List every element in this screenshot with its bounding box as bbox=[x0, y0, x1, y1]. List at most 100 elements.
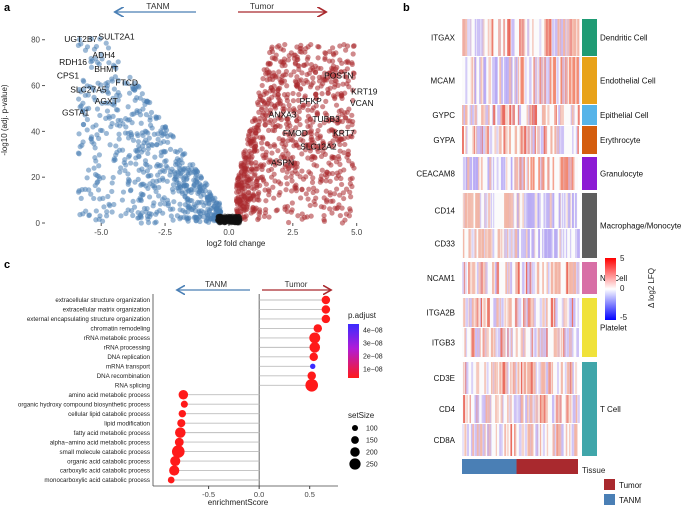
heatmap-cell bbox=[524, 193, 526, 228]
volcano-point bbox=[251, 125, 257, 131]
gene-label: RDH16 bbox=[59, 57, 87, 67]
heatmap-cell bbox=[487, 157, 491, 190]
heatmap-cell bbox=[560, 328, 563, 357]
volcano-point bbox=[327, 178, 333, 184]
heatmap-cell bbox=[520, 57, 524, 104]
volcano-point bbox=[344, 43, 351, 49]
volcano-point bbox=[293, 125, 299, 131]
volcano-point bbox=[147, 164, 153, 170]
heatmap-cell bbox=[550, 229, 553, 258]
volcano-point bbox=[326, 58, 332, 64]
volcano-point bbox=[101, 204, 107, 210]
volcano-point bbox=[148, 109, 155, 116]
volcano-point bbox=[235, 220, 241, 226]
volcano-point bbox=[321, 204, 327, 210]
volcano-point bbox=[192, 166, 199, 172]
heatmap-cell bbox=[466, 193, 469, 228]
tissue-legend-swatch bbox=[604, 494, 615, 505]
volcano-point bbox=[181, 165, 188, 172]
tissue-label: Tissue bbox=[582, 466, 606, 475]
volcano-point bbox=[303, 174, 309, 180]
volcano-point bbox=[323, 77, 329, 83]
setsize-legend-title: setSize bbox=[348, 411, 375, 420]
volcano-point bbox=[249, 181, 256, 187]
volcano-point bbox=[274, 207, 280, 213]
heatmap-cell bbox=[463, 105, 466, 125]
heatmap-cell bbox=[542, 395, 546, 423]
heatmap-cell bbox=[567, 395, 570, 423]
heatmap-cell bbox=[533, 362, 536, 394]
gene-label: SLC12A2 bbox=[300, 142, 337, 152]
volcano-point bbox=[156, 193, 162, 199]
volcano-point bbox=[104, 108, 111, 114]
heatmap-cell bbox=[510, 157, 513, 190]
term-label: carboxylic acid catabolic process bbox=[60, 468, 150, 475]
heatmap-cell bbox=[482, 126, 486, 154]
heatmap-cell bbox=[527, 105, 530, 125]
heatmap-cell bbox=[478, 19, 481, 56]
heatmap-cell bbox=[526, 262, 530, 294]
panel-a-label: a bbox=[4, 2, 11, 14]
y-tick-label: 80 bbox=[31, 36, 40, 45]
volcano-point bbox=[130, 137, 137, 143]
heatmap-cell bbox=[539, 298, 542, 327]
volcano-point bbox=[283, 174, 289, 181]
volcano-point bbox=[312, 202, 318, 208]
volcano-point bbox=[116, 136, 122, 142]
volcano-point bbox=[348, 194, 354, 200]
volcano-point bbox=[158, 129, 164, 136]
heatmap-cell bbox=[518, 105, 521, 125]
heatmap-cell bbox=[520, 328, 522, 357]
volcano-point bbox=[323, 98, 329, 104]
volcano-point bbox=[266, 214, 272, 220]
heatmap-cell bbox=[534, 328, 537, 357]
heatmap-cell bbox=[474, 395, 477, 423]
heatmap-cell bbox=[533, 262, 536, 294]
term-label: RNA splicing bbox=[115, 382, 151, 389]
heatmap-cell bbox=[480, 19, 484, 56]
heatmap-cell bbox=[464, 105, 467, 125]
heatmap-cell bbox=[568, 157, 570, 190]
volcano-point bbox=[263, 198, 269, 204]
gene-label: VCAN bbox=[350, 98, 374, 108]
padj-legend-title: p.adjust bbox=[348, 311, 377, 320]
heatmap-cell bbox=[558, 262, 561, 294]
heatmap-cell bbox=[503, 126, 506, 154]
volcano-point bbox=[327, 192, 333, 198]
volcano-point bbox=[284, 83, 290, 89]
heatmap-cell bbox=[524, 424, 528, 456]
volcano-point bbox=[260, 98, 266, 104]
heatmap-cell bbox=[528, 229, 530, 258]
volcano-point bbox=[342, 141, 348, 148]
volcano-point bbox=[289, 137, 296, 143]
heatmap-cell bbox=[503, 157, 506, 190]
volcano-point bbox=[182, 151, 188, 157]
heatmap-cell bbox=[507, 105, 509, 125]
term-label: mRNA transport bbox=[106, 364, 150, 371]
volcano-point bbox=[153, 219, 159, 225]
volcano-point bbox=[266, 69, 272, 75]
heatmap-cell bbox=[571, 262, 574, 294]
volcano-point bbox=[351, 43, 357, 49]
heatmap-cell bbox=[509, 105, 512, 125]
heatmap-cell bbox=[556, 19, 558, 56]
heatmap-cell bbox=[570, 105, 572, 125]
heatmap-cell bbox=[561, 298, 564, 327]
volcano-point bbox=[284, 169, 290, 175]
volcano-point bbox=[311, 154, 318, 160]
volcano-point bbox=[238, 180, 245, 186]
volcano-point bbox=[317, 122, 323, 129]
heatmap-cell bbox=[530, 157, 532, 190]
volcano-point bbox=[302, 49, 308, 55]
term-dot bbox=[170, 455, 181, 467]
heatmap-cell bbox=[473, 126, 475, 154]
volcano-point bbox=[316, 78, 323, 84]
heatmap-cell bbox=[521, 19, 523, 56]
protein-label: GYPC bbox=[432, 111, 455, 120]
volcano-point bbox=[157, 201, 163, 207]
volcano-point bbox=[145, 185, 151, 191]
volcano-point bbox=[170, 189, 176, 195]
volcano-point bbox=[317, 179, 323, 185]
volcano-point bbox=[297, 104, 303, 110]
heatmap-cell bbox=[569, 424, 571, 456]
